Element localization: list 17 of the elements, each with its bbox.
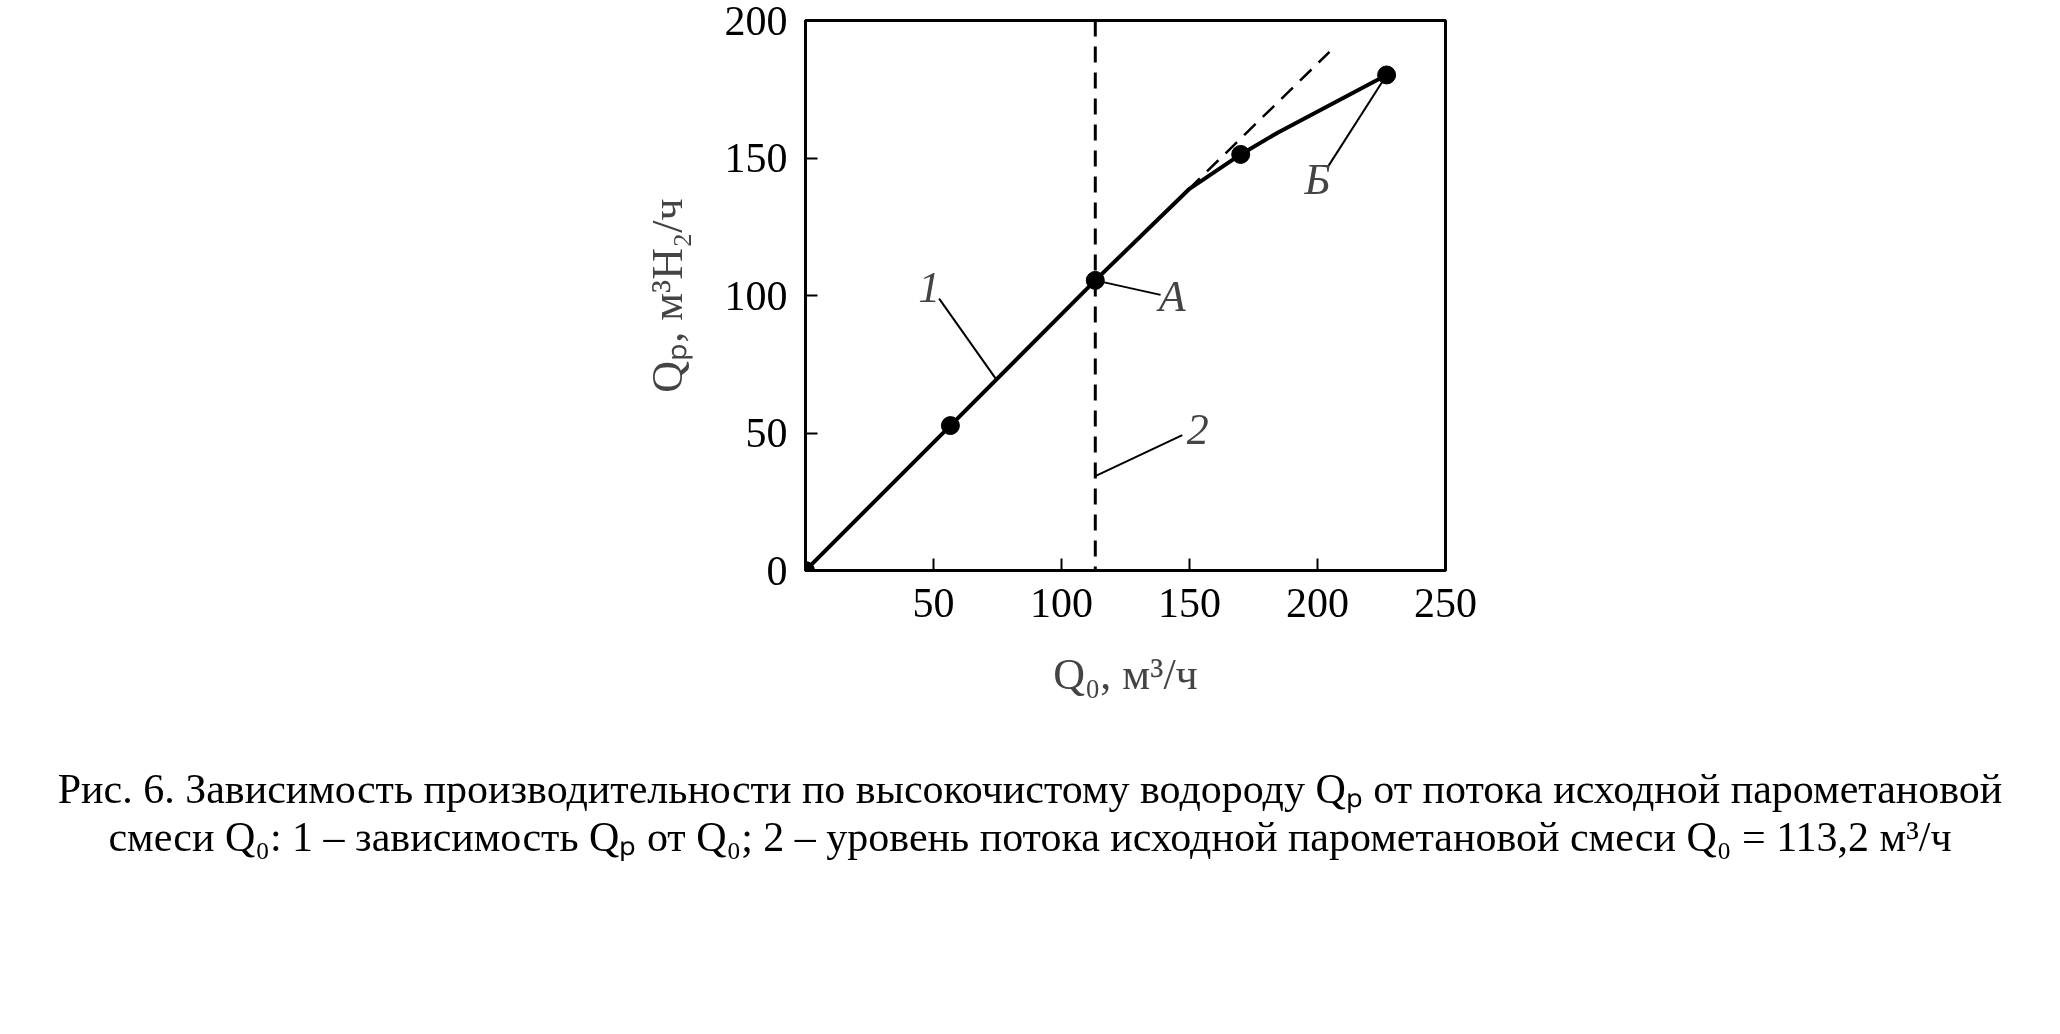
x-tick-label: 100 [1030,579,1093,626]
x-tick-label: 50 [912,579,955,626]
x-axis-title: Q₀, м³/ч [1053,649,1198,699]
annotation: A [1155,272,1187,322]
y-axis-title: Qₚ, м³H₂/ч [642,198,693,393]
y-tick-label: 100 [724,272,788,319]
annotation: 2 [1186,404,1209,454]
x-tick-label: 250 [1414,579,1477,626]
x-tick-label: 150 [1158,579,1221,626]
text: Рис. 6. Зависимость производительности по высокочистому водороду Qₚ от потока исходной парометановой смеси Q₀: 1 – зависимость Qₚ от Q₀; 2 – уровень потока исходной парометановой смеси Q₀ = 113,2 м³/ч [56,765,2004,862]
annotation: 1 [918,263,941,313]
y-tick-label: 150 [724,135,788,181]
y-tick-label: 50 [745,410,788,456]
y-tick-label: 200 [724,0,788,44]
annotation: Б [1303,154,1331,204]
x-tick-label: 200 [1286,579,1349,626]
y-tick-label: 0 [766,547,788,594]
